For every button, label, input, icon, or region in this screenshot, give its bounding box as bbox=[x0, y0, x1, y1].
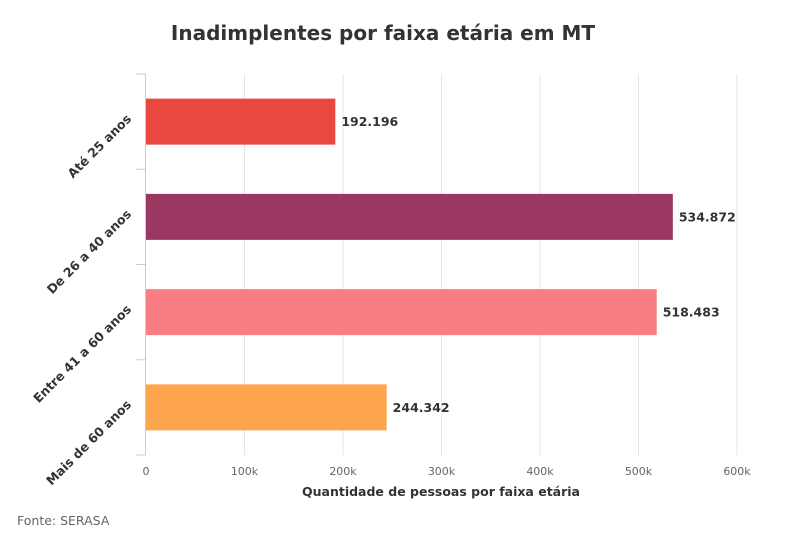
data-label: 244.342 bbox=[393, 400, 450, 415]
axes: 0 100k 200k 300k 400k 500k 600k Até 25 anos De 2… bbox=[30, 73, 751, 488]
x-tick-label: 400k bbox=[526, 465, 554, 478]
x-tick-label: 600k bbox=[723, 465, 751, 478]
data-label: 192.196 bbox=[341, 114, 398, 129]
x-tick-label: 200k bbox=[329, 465, 357, 478]
chart-title: Inadimplentes por faixa etária em MT bbox=[171, 21, 596, 45]
x-axis-label: Quantidade de pessoas por faixa etária bbox=[302, 484, 580, 499]
x-tick-label: 500k bbox=[625, 465, 653, 478]
data-label: 534.872 bbox=[679, 209, 736, 224]
bar bbox=[146, 193, 673, 240]
x-tick-label: 0 bbox=[143, 465, 150, 478]
category-label: Entre 41 a 60 anos bbox=[30, 302, 134, 406]
x-tick-label: 300k bbox=[428, 465, 456, 478]
bars: 192.196 534.872 518.483 244.342 bbox=[146, 98, 736, 431]
category-label: Mais de 60 anos bbox=[43, 397, 134, 488]
data-label: 518.483 bbox=[663, 305, 720, 320]
source-note: Fonte: SERASA bbox=[17, 513, 110, 528]
category-label: Até 25 anos bbox=[64, 111, 134, 181]
bar bbox=[146, 384, 387, 431]
bar bbox=[146, 289, 657, 336]
category-label: De 26 a 40 anos bbox=[44, 206, 134, 296]
x-tick-label: 100k bbox=[231, 465, 259, 478]
bar bbox=[146, 98, 336, 145]
